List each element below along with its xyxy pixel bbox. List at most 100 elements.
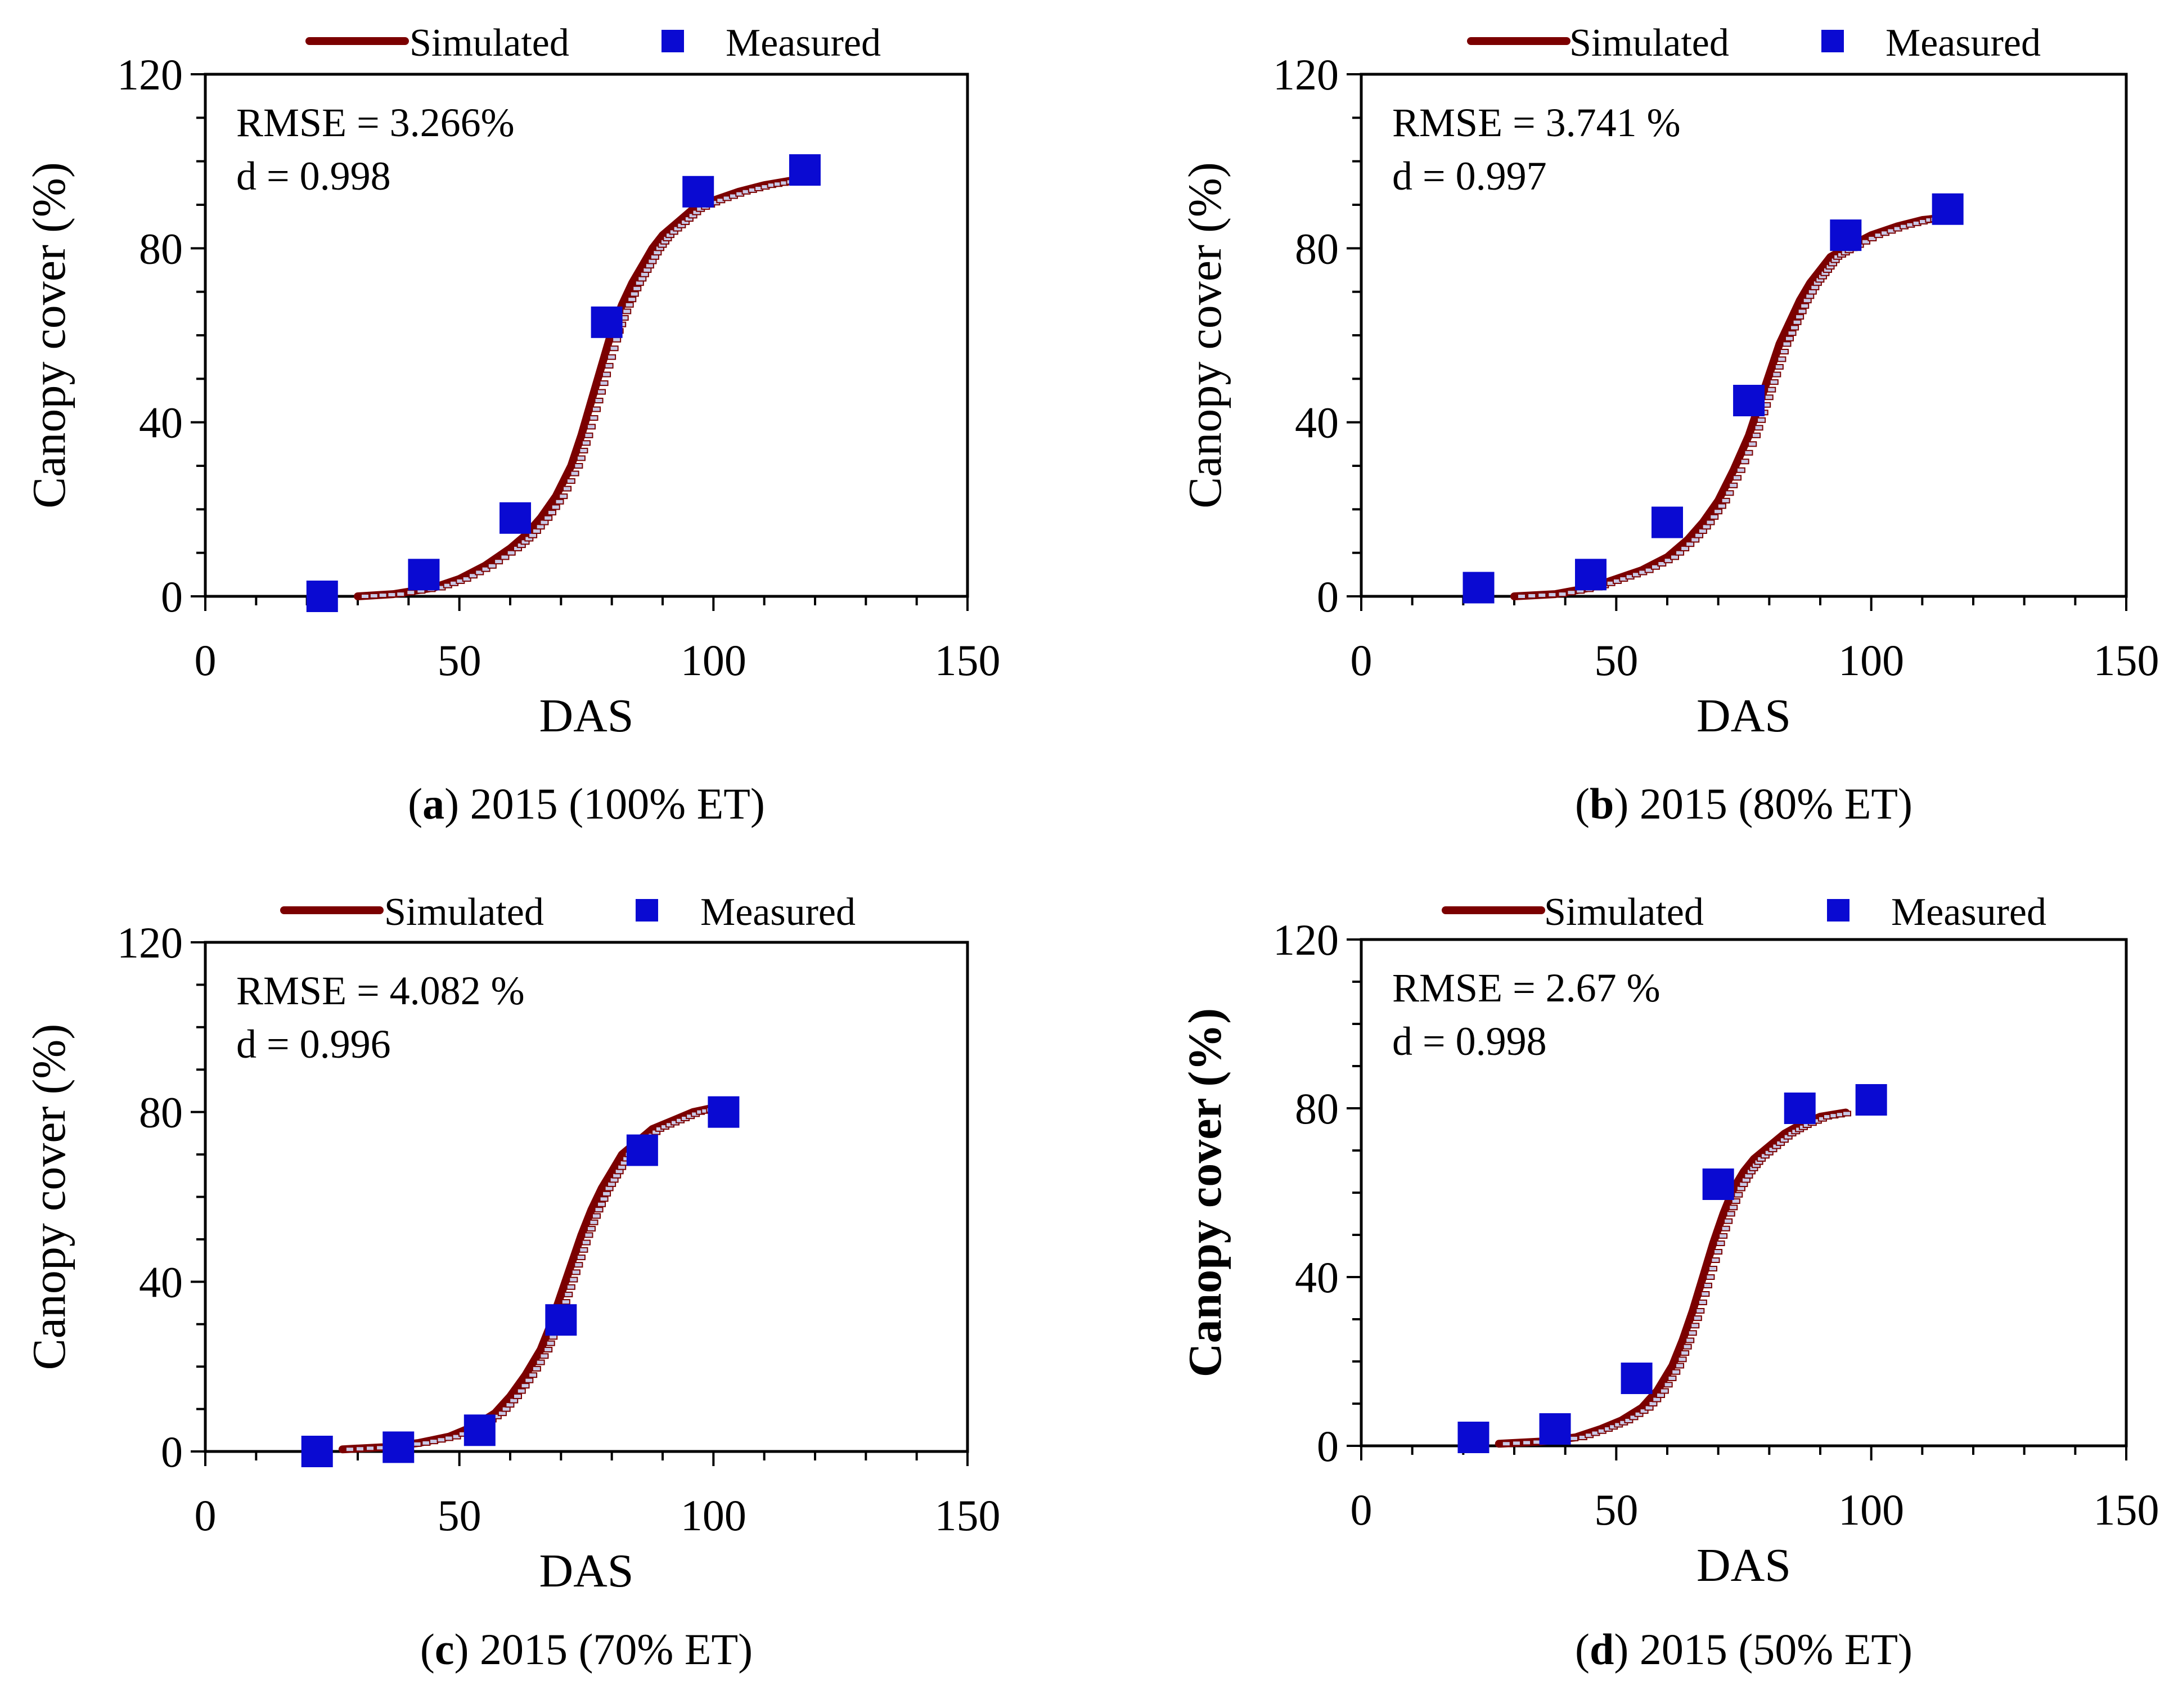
x-tick-label: 0 [1351, 636, 1372, 685]
chart-panel-c: 0 50 100 150 0 40 80 120 DAS Canopy cover (%) RMSE… [23, 891, 1001, 1674]
simulated-point-marker [1688, 1330, 1697, 1336]
measured-point [545, 1304, 577, 1336]
y-tick-label: 120 [1273, 50, 1339, 99]
simulated-point-marker [1695, 1308, 1705, 1314]
simulated-point-marker [436, 1437, 446, 1443]
y-axis-label: Canopy cover (%) [23, 162, 75, 509]
simulated-point-marker [1706, 519, 1715, 525]
simulated-point-marker [586, 1226, 596, 1232]
simulated-point-marker [1792, 319, 1802, 325]
simulated-point-marker [1744, 450, 1753, 456]
y-tick-label: 80 [1295, 1084, 1339, 1133]
simulated-point-marker [494, 559, 503, 565]
simulated-point-marker [1677, 1356, 1687, 1363]
simulated-point-marker [1634, 1411, 1644, 1417]
caption-open-paren: ( [1575, 1625, 1590, 1674]
y-tick-label: 0 [1317, 572, 1339, 621]
x-tick-label: 150 [2094, 636, 2159, 685]
simulated-point-marker [378, 592, 388, 599]
panel-caption: (d) 2015 (50% ET) [1575, 1625, 1912, 1674]
simulated-point-marker [1721, 497, 1730, 504]
simulated-point-marker [421, 1440, 431, 1446]
simulated-point-marker [602, 1190, 611, 1197]
simulated-point-marker [1527, 593, 1537, 599]
simulated-point-marker [1567, 590, 1576, 596]
simulated-point-marker [1726, 1211, 1735, 1217]
simulated-point-marker [555, 498, 564, 505]
measured-point [1855, 1084, 1887, 1116]
panel-caption: (a) 2015 (100% ET) [408, 779, 765, 828]
simulated-point-marker [1734, 1192, 1743, 1198]
simulated-point-marker [592, 406, 601, 412]
simulated-point-marker [1740, 459, 1749, 465]
simulated-point-marker [612, 336, 622, 343]
legend: Simulated Measured [280, 891, 856, 934]
measured-point [1652, 506, 1683, 538]
x-axis-label: DAS [1696, 1539, 1791, 1592]
simulated-point-marker [589, 415, 598, 421]
simulated-point-marker [366, 1445, 375, 1451]
simulated-point-marker [581, 440, 591, 446]
simulated-point-marker [597, 389, 606, 395]
x-axis-label: DAS [539, 1545, 633, 1597]
simulated-point-marker [475, 569, 484, 576]
rmse-annotation: RMSE = 3.266% [236, 100, 515, 145]
legend: Simulated Measured [1442, 891, 2046, 934]
simulated-point-marker [1680, 1350, 1690, 1356]
simulated-point-marker [1671, 1369, 1681, 1375]
simulated-point-marker [487, 563, 497, 569]
simulated-point-marker [1721, 1225, 1730, 1231]
plot-frame [204, 941, 969, 1453]
measured-point [408, 559, 440, 591]
simulated-point-marker [594, 1207, 604, 1213]
measured-point [1932, 193, 1964, 225]
simulated-point-marker [1842, 1111, 1851, 1117]
simulated-point-marker [1716, 1240, 1725, 1246]
simulated-point-marker [1663, 1382, 1673, 1388]
simulated-point-marker [444, 1435, 454, 1441]
x-axis-label: DAS [1696, 690, 1791, 742]
simulated-point-marker [1685, 541, 1695, 547]
simulated-point-marker [1782, 341, 1792, 347]
simulated-point-marker [1690, 1323, 1700, 1329]
simulated-point-marker [576, 1254, 586, 1260]
simulated-point-marker [1537, 592, 1547, 599]
simulated-point-marker [539, 1353, 549, 1359]
x-tick-label: 100 [1838, 636, 1904, 685]
simulated-series-line [1495, 1108, 1850, 1448]
simulated-point-marker [1767, 386, 1776, 393]
y-tick-label: 120 [117, 50, 183, 99]
simulated-point-marker [1644, 567, 1654, 573]
simulated-point-marker [1724, 1218, 1733, 1224]
simulated-point-marker [1659, 1388, 1669, 1394]
simulated-point-marker [1657, 561, 1667, 567]
simulated-point-marker [1569, 1435, 1578, 1441]
simulated-point-marker [1718, 1233, 1728, 1239]
simulated-point-marker [361, 594, 370, 599]
simulated-point-marker [1629, 1414, 1639, 1421]
simulated-point-marker [506, 550, 516, 556]
simulated-point-marker [1693, 1315, 1702, 1322]
y-axis-label: Canopy cover (%) [1179, 162, 1231, 509]
simulated-point-marker [1624, 1418, 1634, 1423]
simulated-point-marker [1732, 475, 1742, 481]
simulated-series-line [1510, 214, 1947, 600]
measured-point [626, 1134, 658, 1166]
y-tick-label: 80 [1295, 224, 1339, 273]
legend-simulated-label: Simulated [1569, 21, 1729, 65]
simulated-point-marker [1547, 592, 1557, 598]
simulated-point-marker [406, 590, 416, 596]
x-tick-label: 100 [681, 1491, 746, 1540]
x-tick-label: 50 [438, 636, 482, 685]
simulated-point-marker [1754, 425, 1763, 431]
simulated-point-marker [559, 493, 568, 500]
y-tick-label: 80 [139, 1088, 183, 1137]
x-tick-label: 100 [681, 636, 746, 685]
simulated-point-marker [1675, 1363, 1685, 1369]
simulated-point-marker [594, 398, 604, 403]
simulated-point-marker [1725, 490, 1734, 496]
simulated-point-marker [1729, 482, 1738, 488]
d-index-annotation: d = 0.996 [236, 1022, 391, 1067]
x-tick-label: 50 [1594, 636, 1638, 685]
